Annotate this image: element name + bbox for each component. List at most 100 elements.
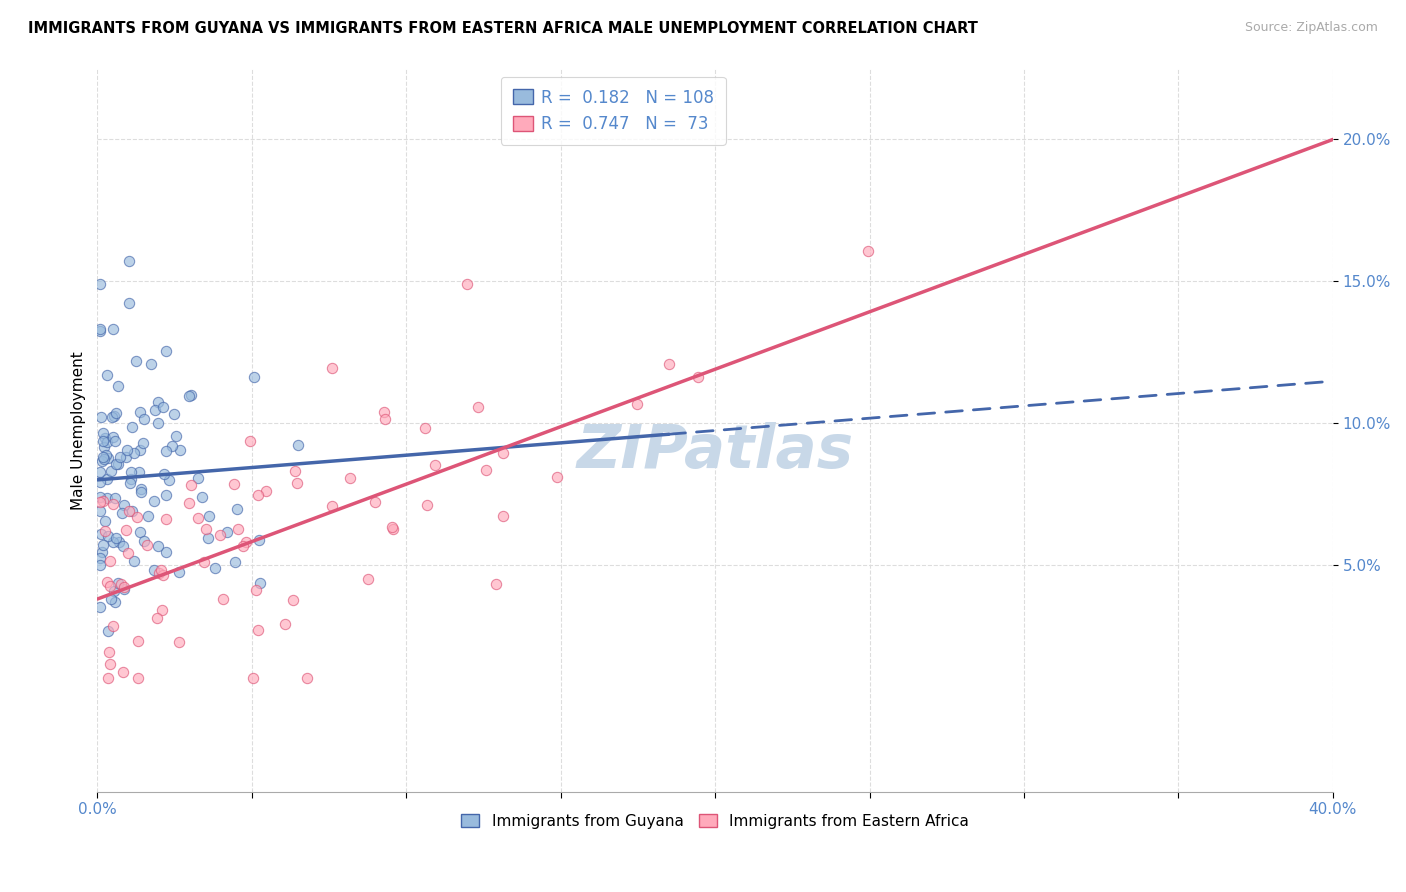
Point	[129, 482, 152, 496]
Legend: Immigrants from Guyana, Immigrants from Eastern Africa: Immigrants from Guyana, Immigrants from …	[456, 807, 976, 835]
Point	[204, 561, 226, 575]
Point	[152, 568, 174, 582]
Point	[235, 535, 257, 549]
Point	[197, 532, 219, 546]
Point	[225, 501, 247, 516]
Point	[150, 603, 173, 617]
Point	[143, 402, 166, 417]
Point	[89, 491, 111, 505]
Point	[136, 508, 159, 523]
Point	[100, 464, 122, 478]
Point	[128, 405, 150, 419]
Point	[89, 495, 111, 509]
Point	[155, 545, 177, 559]
Point	[148, 395, 170, 409]
Point	[122, 446, 145, 460]
Point	[104, 491, 127, 505]
Point	[285, 476, 308, 491]
Point	[222, 477, 245, 491]
Point	[89, 325, 111, 339]
Point	[416, 498, 439, 512]
Point	[143, 563, 166, 577]
Point	[112, 498, 135, 512]
Point	[162, 439, 184, 453]
Point	[111, 507, 134, 521]
Point	[100, 592, 122, 607]
Point	[90, 526, 112, 541]
Point	[157, 473, 180, 487]
Point	[101, 409, 124, 424]
Point	[546, 470, 568, 484]
Point	[148, 566, 170, 581]
Point	[107, 458, 129, 472]
Point	[254, 483, 277, 498]
Text: IMMIGRANTS FROM GUYANA VS IMMIGRANTS FROM EASTERN AFRICA MALE UNEMPLOYMENT CORRE: IMMIGRANTS FROM GUYANA VS IMMIGRANTS FRO…	[28, 21, 979, 36]
Point	[104, 434, 127, 448]
Point	[626, 397, 648, 411]
Point	[107, 379, 129, 393]
Point	[283, 592, 305, 607]
Point	[112, 580, 135, 594]
Point	[246, 488, 269, 502]
Point	[381, 520, 404, 534]
Point	[295, 672, 318, 686]
Point	[98, 579, 121, 593]
Point	[321, 361, 343, 376]
Point	[93, 425, 115, 440]
Point	[485, 576, 508, 591]
Point	[104, 595, 127, 609]
Point	[858, 244, 880, 259]
Point	[97, 645, 120, 659]
Point	[97, 451, 120, 466]
Point	[242, 672, 264, 686]
Point	[374, 412, 396, 426]
Point	[274, 617, 297, 632]
Point	[146, 416, 169, 430]
Point	[208, 528, 231, 542]
Point	[115, 443, 138, 458]
Point	[155, 344, 177, 359]
Point	[127, 672, 149, 686]
Point	[150, 563, 173, 577]
Y-axis label: Male Unemployment: Male Unemployment	[72, 351, 86, 509]
Point	[94, 514, 117, 528]
Point	[89, 504, 111, 518]
Point	[165, 429, 187, 443]
Point	[128, 443, 150, 458]
Point	[89, 551, 111, 566]
Point	[492, 446, 515, 460]
Point	[146, 539, 169, 553]
Point	[91, 545, 114, 559]
Point	[492, 508, 515, 523]
Point	[187, 511, 209, 525]
Point	[364, 495, 387, 509]
Point	[100, 554, 122, 568]
Point	[686, 370, 709, 384]
Point	[134, 412, 156, 426]
Point	[96, 368, 118, 383]
Point	[134, 533, 156, 548]
Point	[93, 452, 115, 467]
Point	[89, 322, 111, 336]
Point	[197, 508, 219, 523]
Point	[96, 491, 118, 505]
Point	[96, 434, 118, 449]
Point	[112, 665, 135, 680]
Text: Source: ZipAtlas.com: Source: ZipAtlas.com	[1244, 21, 1378, 34]
Point	[193, 555, 215, 569]
Point	[103, 619, 125, 633]
Point	[97, 529, 120, 543]
Point	[143, 494, 166, 508]
Point	[108, 450, 131, 465]
Point	[118, 254, 141, 268]
Point	[118, 504, 141, 518]
Point	[100, 657, 122, 672]
Point	[89, 277, 111, 291]
Point	[226, 522, 249, 536]
Point	[357, 572, 380, 586]
Point	[101, 430, 124, 444]
Point	[125, 509, 148, 524]
Point	[217, 524, 239, 539]
Point	[112, 539, 135, 553]
Point	[96, 574, 118, 589]
